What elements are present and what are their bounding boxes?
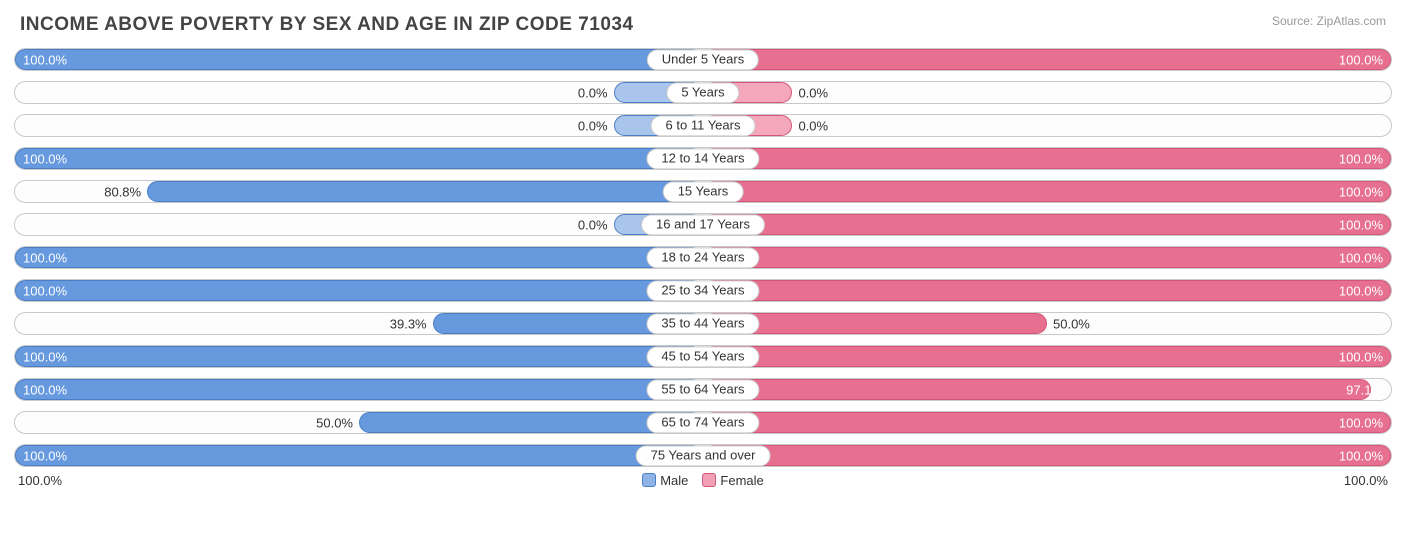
female-bar	[703, 346, 1391, 367]
category-label: 5 Years	[666, 82, 739, 103]
category-label: 55 to 64 Years	[646, 379, 759, 400]
female-value-label: 100.0%	[1339, 349, 1383, 364]
chart-row: 80.8% 100.0% 15 Years	[14, 180, 1392, 203]
male-value-label: 0.0%	[578, 118, 608, 133]
chart-row: 100.0% 97.1% 55 to 64 Years	[14, 378, 1392, 401]
female-bar	[703, 280, 1391, 301]
female-bar	[703, 247, 1391, 268]
male-bar	[15, 247, 703, 268]
male-value-label: 39.3%	[390, 316, 427, 331]
female-bar	[703, 379, 1371, 400]
axis-right-label: 100.0%	[1344, 473, 1388, 488]
male-bar	[15, 379, 703, 400]
chart-row: 100.0% 100.0% 18 to 24 Years	[14, 246, 1392, 269]
legend-swatch-male	[642, 473, 656, 487]
chart-row: 50.0% 100.0% 65 to 74 Years	[14, 411, 1392, 434]
category-label: 35 to 44 Years	[646, 313, 759, 334]
male-value-label: 100.0%	[23, 283, 67, 298]
female-bar	[703, 148, 1391, 169]
chart-row: 100.0% 100.0% 45 to 54 Years	[14, 345, 1392, 368]
legend-label-female: Female	[720, 473, 763, 488]
category-label: 15 Years	[663, 181, 744, 202]
chart-row: 0.0% 0.0% 5 Years	[14, 81, 1392, 104]
male-value-label: 100.0%	[23, 151, 67, 166]
female-value-label: 100.0%	[1339, 217, 1383, 232]
source-attribution: Source: ZipAtlas.com	[1272, 14, 1386, 28]
chart-row: 100.0% 100.0% 25 to 34 Years	[14, 279, 1392, 302]
category-label: 18 to 24 Years	[646, 247, 759, 268]
female-value-label: 100.0%	[1339, 151, 1383, 166]
category-label: 6 to 11 Years	[651, 115, 756, 136]
chart-container: Source: ZipAtlas.com INCOME ABOVE POVERT…	[0, 0, 1406, 558]
male-bar	[15, 445, 703, 466]
female-bar	[703, 412, 1391, 433]
category-label: 25 to 34 Years	[646, 280, 759, 301]
category-label: 45 to 54 Years	[646, 346, 759, 367]
chart-row: 0.0% 100.0% 16 and 17 Years	[14, 213, 1392, 236]
chart-footer: 100.0% Male Female 100.0%	[14, 467, 1392, 488]
legend-swatch-female	[702, 473, 716, 487]
female-value-label: 100.0%	[1339, 184, 1383, 199]
legend: Male Female	[642, 473, 764, 488]
female-bar	[703, 445, 1391, 466]
male-value-label: 100.0%	[23, 448, 67, 463]
male-value-label: 100.0%	[23, 382, 67, 397]
female-bar	[703, 214, 1391, 235]
male-bar	[15, 280, 703, 301]
male-value-label: 0.0%	[578, 217, 608, 232]
female-value-label: 50.0%	[1053, 316, 1090, 331]
female-value-label: 100.0%	[1339, 250, 1383, 265]
chart-row: 100.0% 100.0% 75 Years and over	[14, 444, 1392, 467]
chart-row: 0.0% 0.0% 6 to 11 Years	[14, 114, 1392, 137]
chart-row: 100.0% 100.0% Under 5 Years	[14, 48, 1392, 71]
male-value-label: 100.0%	[23, 250, 67, 265]
male-bar	[15, 49, 703, 70]
male-value-label: 80.8%	[104, 184, 141, 199]
female-value-label: 0.0%	[798, 85, 828, 100]
female-value-label: 100.0%	[1339, 283, 1383, 298]
male-value-label: 50.0%	[316, 415, 353, 430]
male-bar	[15, 148, 703, 169]
female-value-label: 100.0%	[1339, 52, 1383, 67]
legend-female: Female	[702, 473, 763, 488]
category-label: Under 5 Years	[647, 49, 759, 70]
legend-label-male: Male	[660, 473, 688, 488]
male-bar	[15, 346, 703, 367]
male-bar	[147, 181, 703, 202]
male-value-label: 0.0%	[578, 85, 608, 100]
category-label: 75 Years and over	[636, 445, 771, 466]
category-label: 12 to 14 Years	[646, 148, 759, 169]
chart-title: INCOME ABOVE POVERTY BY SEX AND AGE IN Z…	[14, 10, 1392, 48]
male-value-label: 100.0%	[23, 52, 67, 67]
female-value-label: 100.0%	[1339, 415, 1383, 430]
axis-left-label: 100.0%	[18, 473, 62, 488]
category-label: 65 to 74 Years	[646, 412, 759, 433]
female-value-label: 97.1%	[1346, 382, 1383, 397]
female-bar	[703, 49, 1391, 70]
chart-rows: 100.0% 100.0% Under 5 Years 0.0% 0.0% 5 Years…	[14, 48, 1392, 467]
female-bar	[703, 181, 1391, 202]
chart-row: 39.3% 50.0% 35 to 44 Years	[14, 312, 1392, 335]
chart-row: 100.0% 100.0% 12 to 14 Years	[14, 147, 1392, 170]
female-value-label: 100.0%	[1339, 448, 1383, 463]
legend-male: Male	[642, 473, 688, 488]
female-value-label: 0.0%	[798, 118, 828, 133]
category-label: 16 and 17 Years	[641, 214, 765, 235]
male-value-label: 100.0%	[23, 349, 67, 364]
